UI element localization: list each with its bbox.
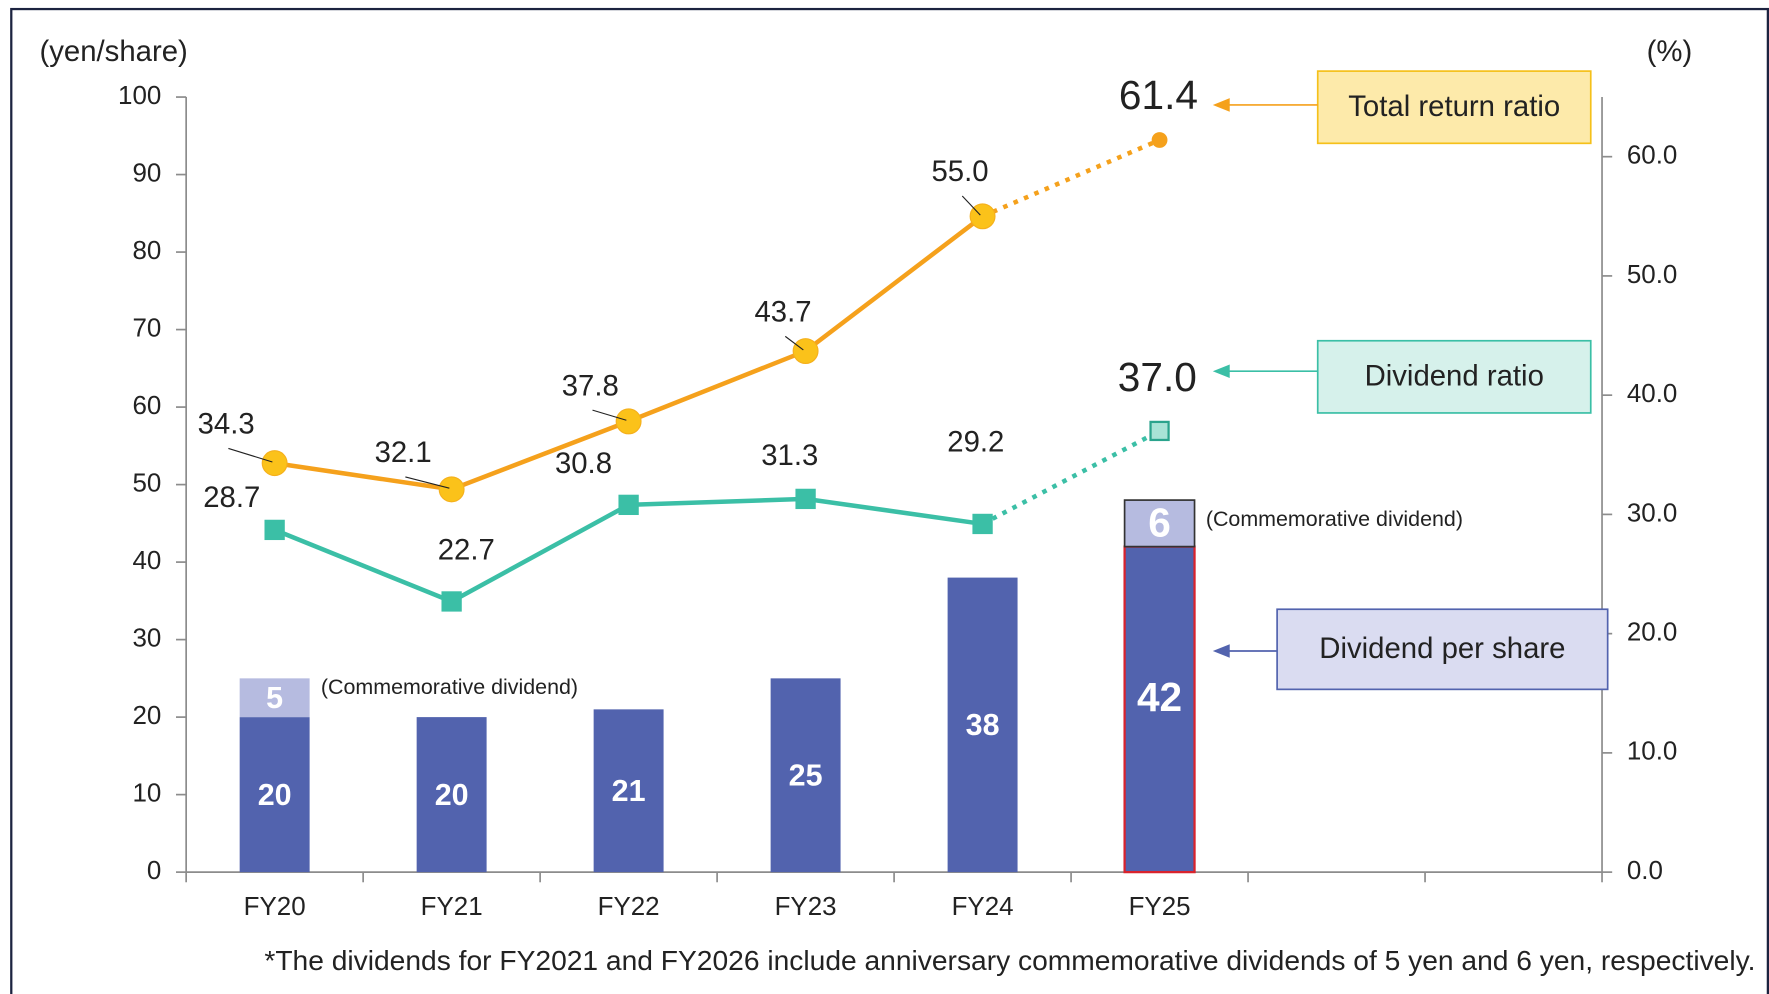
legend-arrowhead (1212, 364, 1230, 378)
y-tick-label: 90 (132, 159, 161, 187)
marker (795, 488, 816, 510)
y-tick-label: 100 (118, 82, 161, 110)
marker (615, 408, 642, 435)
y2-tick-label: 60.0 (1627, 142, 1677, 170)
line-forecast (981, 137, 1161, 219)
frame (10, 7, 1769, 994)
legend-box (1276, 608, 1609, 691)
leader-line (592, 409, 627, 421)
y-tick-label: 40 (132, 547, 161, 575)
annotation: (Commemorative dividend) (321, 675, 578, 699)
bar (593, 709, 664, 873)
leader-line (405, 476, 450, 489)
marker (1149, 420, 1170, 442)
marker (438, 476, 465, 503)
x-tick-label: FY23 (775, 893, 837, 921)
x-tick-label: FY22 (598, 893, 660, 921)
marker (261, 450, 288, 477)
marker (972, 513, 993, 535)
data-label: 61.4 (1119, 72, 1198, 118)
data-label: 55.0 (931, 155, 988, 188)
leader-line (961, 195, 981, 216)
y2-tick-label: 50.0 (1627, 261, 1677, 289)
legend-box (1316, 70, 1592, 145)
data-label: 28.7 (203, 481, 260, 514)
y2-tick-label: 20.0 (1627, 619, 1677, 647)
y-tick-label: 50 (132, 469, 161, 497)
legend-arrowhead (1212, 644, 1230, 658)
legend-label: Total return ratio (1348, 90, 1560, 123)
leader-line (228, 447, 273, 463)
y2-tick-label: 0.0 (1627, 857, 1663, 885)
x-tick-label: FY21 (421, 893, 483, 921)
legend-box (1316, 339, 1592, 414)
bar (947, 577, 1018, 873)
data-label: 32.1 (375, 436, 432, 469)
marker (264, 519, 285, 541)
marker (792, 338, 819, 365)
leader-line (784, 335, 804, 351)
data-label: 37.0 (1118, 354, 1197, 400)
data-label: 30.8 (555, 447, 612, 480)
footnote: *The dividends for FY2021 and FY2026 inc… (264, 944, 1755, 976)
bar (239, 678, 310, 718)
data-label: 29.2 (947, 426, 1004, 459)
annotation: (Commemorative dividend) (1206, 507, 1463, 531)
bar-value-label: 25 (789, 759, 823, 793)
marker (1151, 132, 1168, 148)
y-tick-label: 0 (147, 857, 161, 885)
legend-arrowhead (1212, 98, 1230, 112)
bar-value-label: 21 (612, 774, 646, 808)
bar (239, 717, 310, 873)
y-tick-label: 30 (132, 624, 161, 652)
y2-tick-label: 30.0 (1627, 499, 1677, 527)
data-label: 22.7 (438, 534, 495, 567)
legend-label: Dividend ratio (1365, 360, 1544, 393)
y-tick-label: 60 (132, 392, 161, 420)
bar-value-label: 5 (266, 681, 283, 715)
data-label: 37.8 (562, 369, 619, 402)
legend-label: Dividend per share (1319, 632, 1565, 665)
bar-value-label: 6 (1148, 499, 1171, 545)
bar-value-label: 20 (435, 778, 469, 812)
x-tick-label: FY20 (244, 893, 306, 921)
bar-value-label: 38 (966, 708, 1000, 742)
marker (618, 494, 639, 516)
y-tick-label: 20 (132, 702, 161, 730)
marker (441, 591, 462, 612)
y-tick-label: 70 (132, 314, 161, 342)
data-label: 31.3 (761, 439, 818, 472)
bar (1123, 499, 1196, 548)
marker (969, 203, 996, 230)
y-axis-label: (yen/share) (39, 35, 187, 68)
bar (1123, 545, 1196, 874)
bar (770, 678, 841, 873)
y-tick-label: 10 (132, 779, 161, 807)
y2-axis-label: (%) (1647, 35, 1693, 68)
data-label: 34.3 (198, 408, 255, 441)
x-tick-label: FY25 (1129, 893, 1191, 921)
data-label: 43.7 (754, 296, 811, 329)
bar-value-label: 42 (1137, 674, 1182, 720)
bar (416, 717, 487, 873)
y2-tick-label: 40.0 (1627, 380, 1677, 408)
x-tick-label: FY24 (952, 893, 1014, 921)
y2-tick-label: 10.0 (1627, 738, 1677, 766)
bar-value-label: 20 (258, 778, 292, 812)
y-tick-label: 80 (132, 237, 161, 265)
